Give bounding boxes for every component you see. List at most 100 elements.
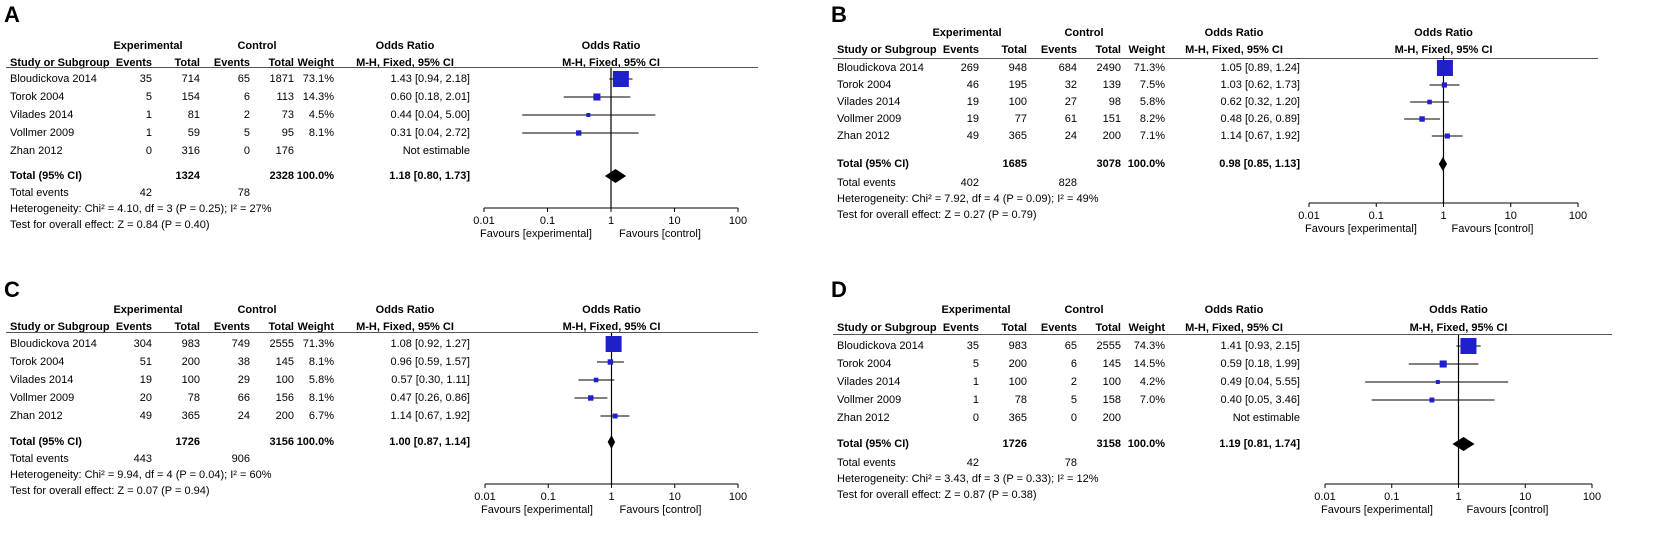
study-effect-square: [1436, 60, 1453, 76]
ctl-total-cell: 95: [281, 127, 294, 139]
odds-ratio-ci-cell: 1.41 [0.93, 2.15]: [1220, 340, 1300, 352]
favours-control-label: Favours [control]: [1452, 223, 1534, 235]
exp-total-cell: 365: [1008, 130, 1027, 142]
ctl-events-cell: 32: [1064, 79, 1077, 91]
odds-ratio-header: Odds Ratio: [375, 40, 435, 52]
ctl-events-cell: 24: [237, 410, 250, 422]
study-header: Study or Subgroup: [10, 321, 110, 333]
exp-total-cell: 100: [1008, 376, 1027, 388]
study-effect-square: [1439, 360, 1447, 368]
exp-total-cell: 78: [187, 392, 200, 404]
ctl-events-cell: 24: [1064, 130, 1077, 142]
exp-events-cell: 46: [966, 79, 979, 91]
study-effect-square: [1419, 116, 1425, 122]
study-name: Zhan 2012: [837, 130, 890, 142]
odds-ratio-header: Odds Ratio: [375, 304, 435, 316]
favours-control-label: Favours [control]: [620, 504, 702, 516]
ctl-total-cell: 2555: [1096, 340, 1121, 352]
ctl-events-cell: 749: [231, 338, 250, 350]
total-label: Total (95% CI): [837, 438, 909, 450]
forest-plot-panel-d: D Experimental Control Odds Ratio Odds Ratio…: [827, 275, 1654, 550]
study-name: Vollmer 2009: [837, 113, 902, 125]
weight-total: 100.0%: [1127, 158, 1165, 170]
study-name: Bloudickova 2014: [10, 73, 97, 85]
exp-events-cell: 5: [145, 91, 152, 103]
x-axis-tick-label: 0.1: [540, 215, 555, 227]
ctl-total-cell: 145: [1102, 358, 1121, 370]
exp-total-sum: 1324: [175, 170, 200, 182]
experimental-header: Experimental: [932, 27, 1002, 39]
ctl-total-cell: 2490: [1096, 62, 1121, 74]
ctl-total-cell: 73: [281, 109, 294, 121]
ctl-total-cell: 2555: [269, 338, 294, 350]
x-axis-tick-label: 0.01: [474, 491, 495, 503]
weight-cell: 8.1%: [308, 127, 334, 139]
odds-ratio-ci-cell: 1.05 [0.89, 1.24]: [1220, 62, 1300, 74]
pooled-effect-diamond: [607, 435, 616, 449]
x-axis-tick-label: 100: [1583, 491, 1601, 503]
control-header: Control: [237, 304, 277, 316]
weight-cell: 71.3%: [1133, 62, 1165, 74]
weight-header: Weight: [1128, 44, 1165, 56]
weight-cell: 73.1%: [302, 73, 334, 85]
weight-cell: 7.5%: [1139, 79, 1165, 91]
x-axis-tick-label: 10: [668, 215, 680, 227]
study-name: Zhan 2012: [10, 410, 63, 422]
exp-events-cell: 1: [972, 394, 979, 406]
x-axis-tick-label: 10: [1505, 210, 1517, 222]
exp-total-cell: 100: [181, 374, 200, 386]
ctl-events-cell: 6: [243, 91, 250, 103]
odds-ratio-header: Odds Ratio: [1204, 304, 1264, 316]
odds-ratio-total: 1.18 [0.80, 1.73]: [389, 170, 470, 182]
study-effect-square: [1460, 338, 1477, 354]
exp-total-cell: 77: [1014, 113, 1027, 125]
x-axis-tick-label: 10: [669, 491, 681, 503]
odds-ratio-ci-cell: Not estimable: [402, 145, 470, 157]
forest-plot-svg: 0.01 0.1 1 10 100 Favours [experimental] Favou…: [1314, 335, 1601, 516]
exp-events-cell: 0: [145, 145, 152, 157]
odds-ratio-ci-cell: 1.14 [0.67, 1.92]: [390, 410, 470, 422]
forest-plot-svg: 0.01 0.1 1 10 100 Favours [experimental] Favou…: [1298, 56, 1587, 235]
exp-events-cell: 5: [972, 358, 979, 370]
ctl-events-cell: 2: [243, 109, 250, 121]
odds-ratio-ci-cell: 0.60 [0.18, 2.01]: [390, 91, 470, 103]
ctl-total-events: 828: [1058, 177, 1077, 189]
exp-total-header: Total: [1001, 44, 1027, 56]
favours-experimental-label: Favours [experimental]: [1321, 504, 1433, 516]
study-effect-square: [593, 377, 599, 383]
weight-cell: 14.5%: [1133, 358, 1165, 370]
favours-experimental-label: Favours [experimental]: [481, 504, 593, 516]
method-header: M-H, Fixed, 95% CI: [1185, 322, 1283, 334]
ctl-total-events: 906: [231, 453, 250, 465]
total-label: Total (95% CI): [837, 158, 909, 170]
experimental-header: Experimental: [113, 40, 183, 52]
exp-total-cell: 365: [181, 410, 200, 422]
ctl-total-events: 78: [1064, 457, 1077, 469]
weight-cell: 71.3%: [302, 338, 334, 350]
overall-effect-text: Test for overall effect: Z = 0.07 (P = 0…: [10, 485, 210, 497]
ctl-total-header: Total: [268, 57, 294, 69]
ctl-total-cell: 113: [276, 91, 294, 103]
ctl-total-sum: 3078: [1096, 158, 1121, 170]
exp-total-header: Total: [174, 321, 200, 333]
forest-plot-panel-a: A Experimental Control Odds Ratio Odds Ratio…: [0, 0, 827, 275]
total-events-label: Total events: [837, 457, 896, 469]
ctl-total-cell: 158: [1102, 394, 1121, 406]
study-effect-square: [1444, 133, 1450, 139]
exp-total-cell: 78: [1014, 394, 1027, 406]
study-name: Bloudickova 2014: [837, 340, 924, 352]
x-axis-tick-label: 0.1: [541, 491, 556, 503]
study-effect-square: [586, 113, 591, 117]
study-effect-square: [612, 71, 629, 87]
control-header: Control: [1064, 304, 1104, 316]
study-name: Torok 2004: [10, 91, 65, 103]
exp-total-cell: 195: [1008, 79, 1027, 91]
weight-cell: 5.8%: [1139, 96, 1165, 108]
ctl-total-cell: 100: [1102, 376, 1121, 388]
study-effect-square: [593, 93, 601, 101]
exp-events-cell: 20: [139, 392, 152, 404]
odds-ratio-ci-cell: 1.03 [0.62, 1.73]: [1220, 79, 1300, 91]
study-name: Vilades 2014: [837, 376, 901, 388]
exp-events-cell: 19: [139, 374, 152, 386]
odds-ratio-plot-header: Odds Ratio: [582, 304, 641, 316]
